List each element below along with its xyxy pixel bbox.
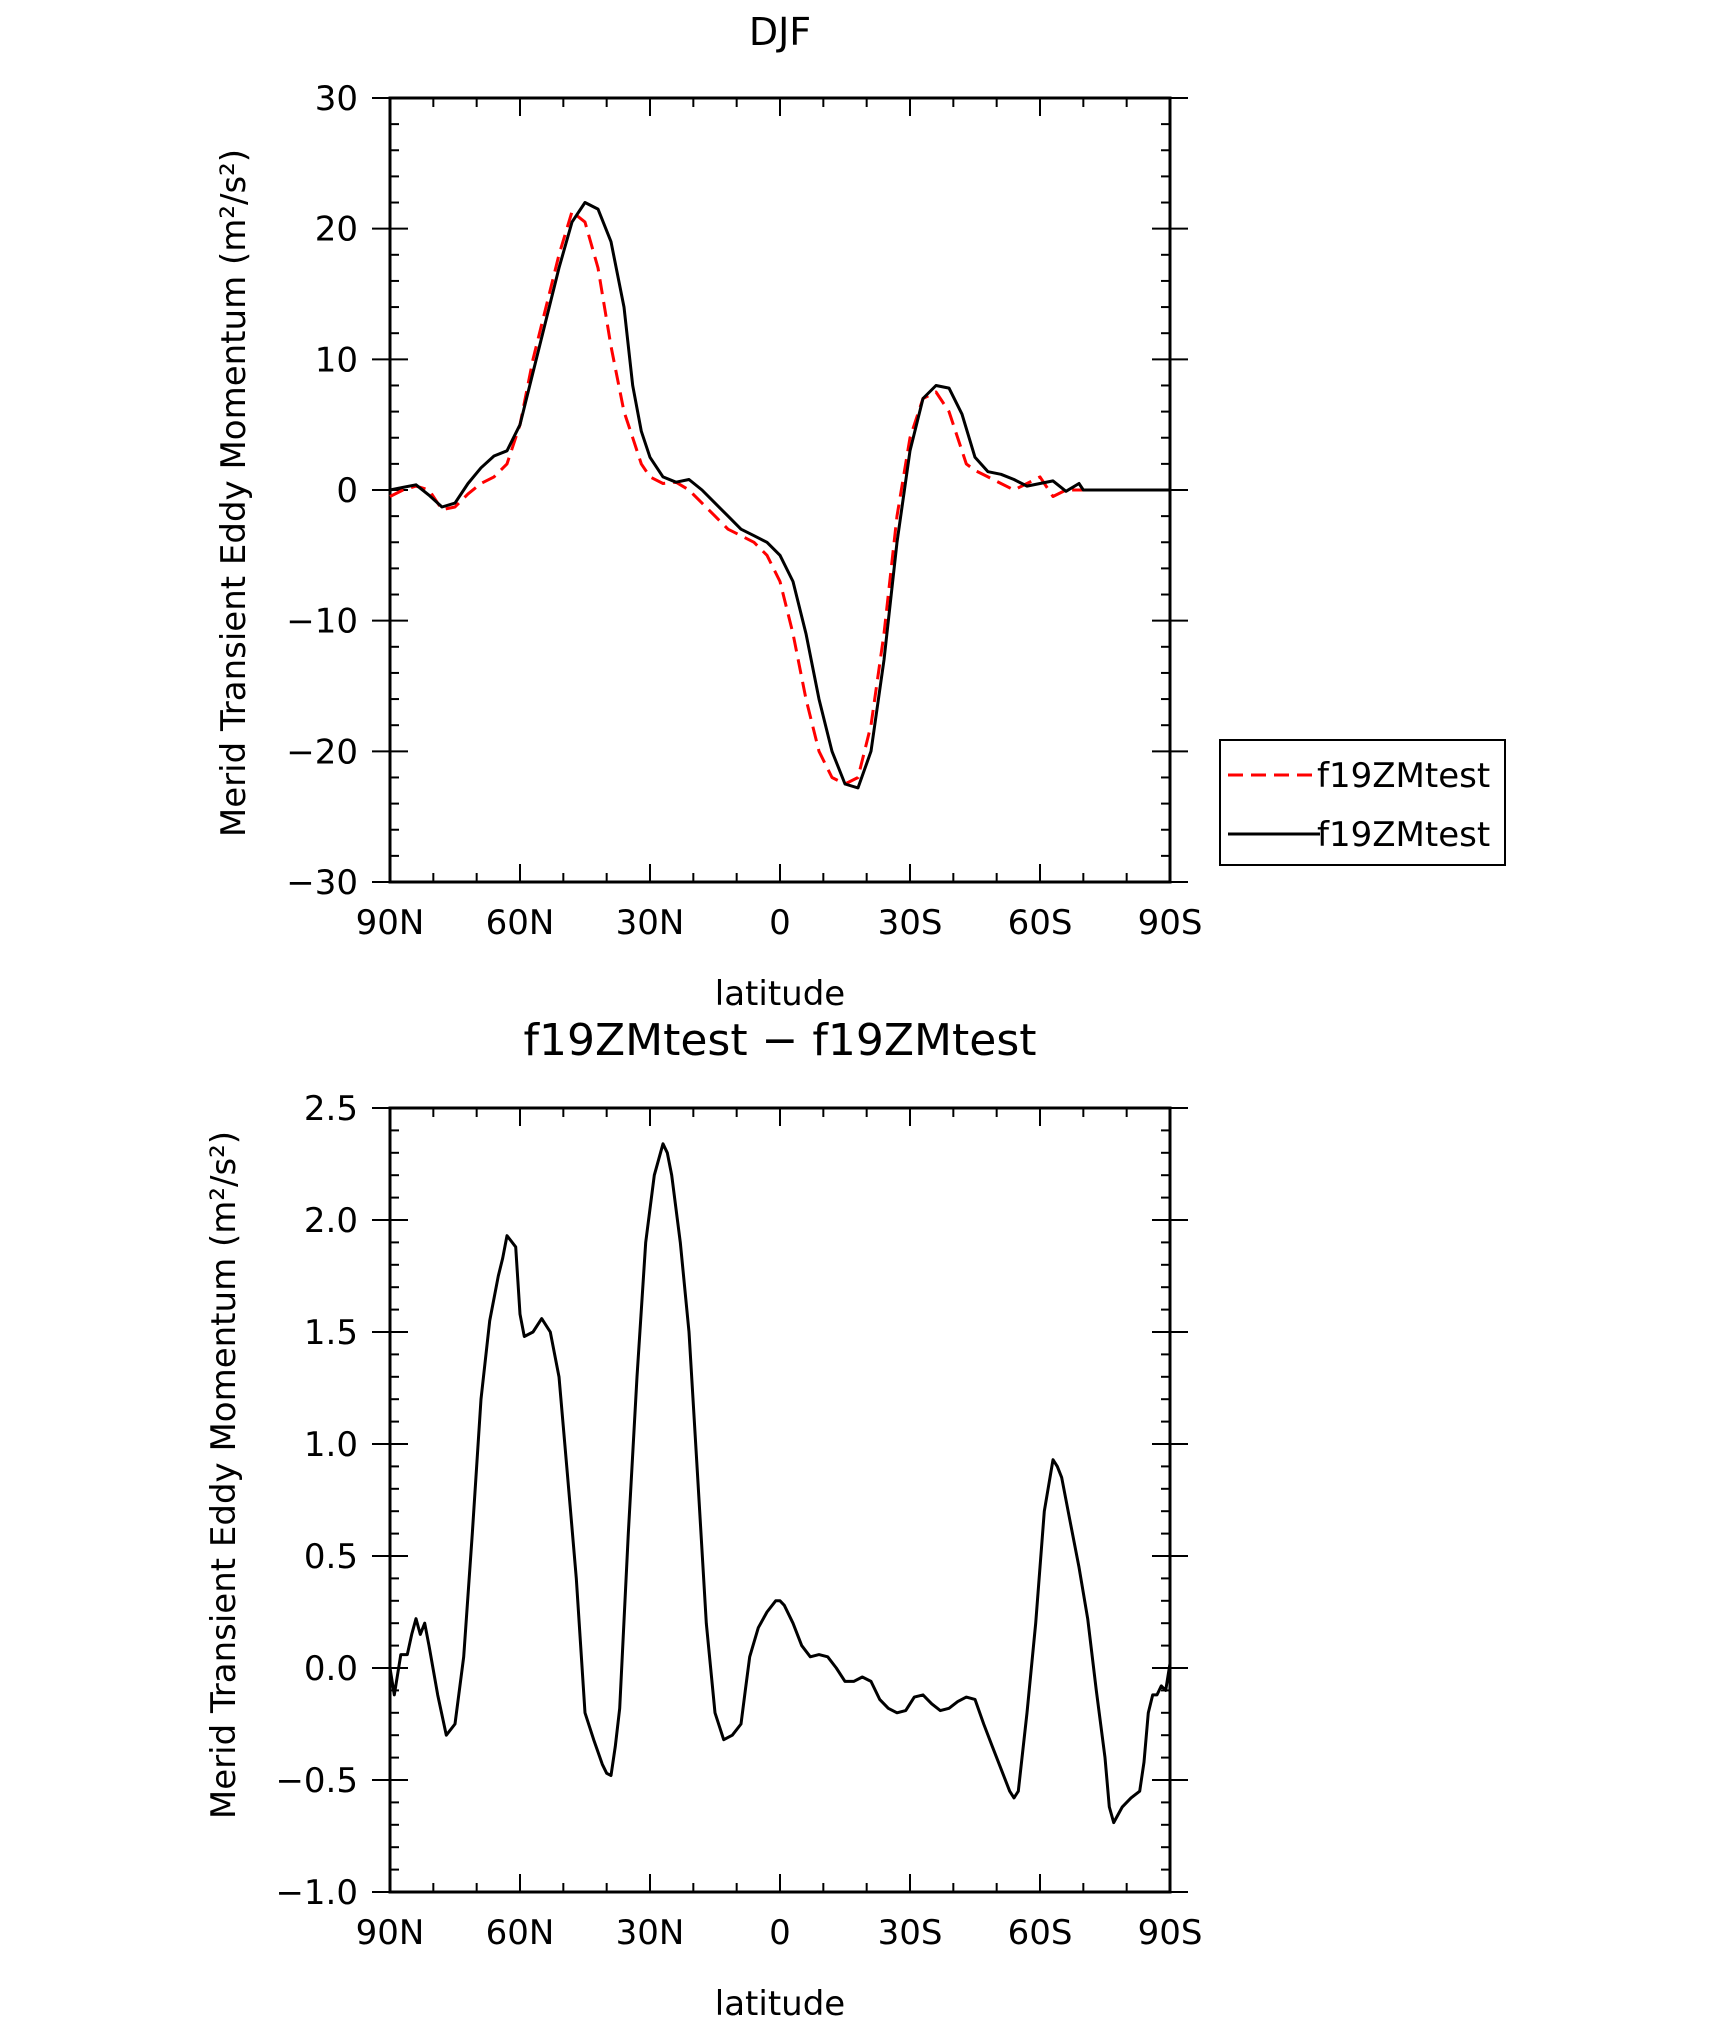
y-tick-label: −1.0 bbox=[275, 1873, 358, 1913]
x-tick-label: 90N bbox=[356, 903, 425, 943]
y-axis-label: Merid Transient Eddy Momentum (m²/s²) bbox=[214, 149, 254, 837]
x-tick-label: 90S bbox=[1138, 1913, 1203, 1953]
plot-frame bbox=[388, 96, 1172, 884]
chart-title: f19ZMtest − f19ZMtest bbox=[523, 1015, 1036, 1066]
plot-area: 90N 60N 30N 0 30S 60S 90S −1.0 −0.5 0.0 0.5 1.0 1.5 2… bbox=[275, 1089, 1202, 1953]
legend-box bbox=[1219, 739, 1506, 866]
legend-label-1: f19ZMtest bbox=[1317, 756, 1490, 796]
y-tick-label: 2.0 bbox=[304, 1201, 358, 1241]
x-tick-label: 60S bbox=[1008, 1913, 1073, 1953]
x-tick-label: 90N bbox=[356, 1913, 425, 1953]
x-axis-label: latitude bbox=[715, 974, 845, 1014]
x-tick-label: 30S bbox=[878, 1913, 943, 1953]
plot-frame bbox=[388, 1106, 1172, 1894]
x-tick-label: 0 bbox=[769, 903, 791, 943]
y-tick-label: −10 bbox=[286, 602, 358, 642]
y-tick-label: 1.5 bbox=[304, 1313, 358, 1353]
x-tick-label: 60S bbox=[1008, 903, 1073, 943]
panel-top: DJF 90N 60N 30N 0 30S 60S 90S−30−20−100102030 … bbox=[214, 10, 1202, 1014]
chart-title: DJF bbox=[749, 10, 811, 54]
x-tick-label: 60N bbox=[486, 903, 555, 943]
x-tick-label: 30N bbox=[616, 1913, 685, 1953]
panel-bottom: f19ZMtest − f19ZMtest 90N 60N 30N 0 30S 60S 90… bbox=[204, 1015, 1202, 2021]
y-tick-label: 10 bbox=[315, 340, 358, 380]
y-tick-label: −30 bbox=[286, 863, 358, 903]
series-line-1 bbox=[389, 210, 1170, 786]
y-tick-label: 2.5 bbox=[304, 1089, 358, 1129]
y-tick-label: 20 bbox=[315, 210, 358, 250]
y-tick-label: −0.5 bbox=[275, 1761, 358, 1801]
legend-label-2: f19ZMtest bbox=[1317, 815, 1490, 855]
x-tick-label: 0 bbox=[769, 1913, 791, 1953]
series-line-1 bbox=[388, 1142, 1172, 1825]
x-axis-label: latitude bbox=[715, 1984, 845, 2021]
x-tick-label: 60N bbox=[486, 1913, 555, 1953]
x-tick-label: 90S bbox=[1138, 903, 1203, 943]
y-tick-label: 30 bbox=[315, 79, 358, 119]
x-tick-label: 30N bbox=[616, 903, 685, 943]
y-tick-label: −20 bbox=[286, 732, 358, 772]
y-tick-label: 0 bbox=[336, 471, 358, 511]
y-axis-label: Merid Transient Eddy Momentum (m²/s²) bbox=[204, 1131, 244, 1819]
series-line-2 bbox=[389, 201, 1170, 790]
legend: f19ZMtest f19ZMtest bbox=[1219, 739, 1506, 866]
plot-area: 90N 60N 30N 0 30S 60S 90S −30 −20 −10 0 10 20 30 bbox=[286, 79, 1202, 943]
y-tick-label: 1.0 bbox=[304, 1425, 358, 1465]
y-tick-label: 0.0 bbox=[304, 1649, 358, 1689]
x-tick-label: 30S bbox=[878, 903, 943, 943]
y-tick-label: 0.5 bbox=[304, 1537, 358, 1577]
